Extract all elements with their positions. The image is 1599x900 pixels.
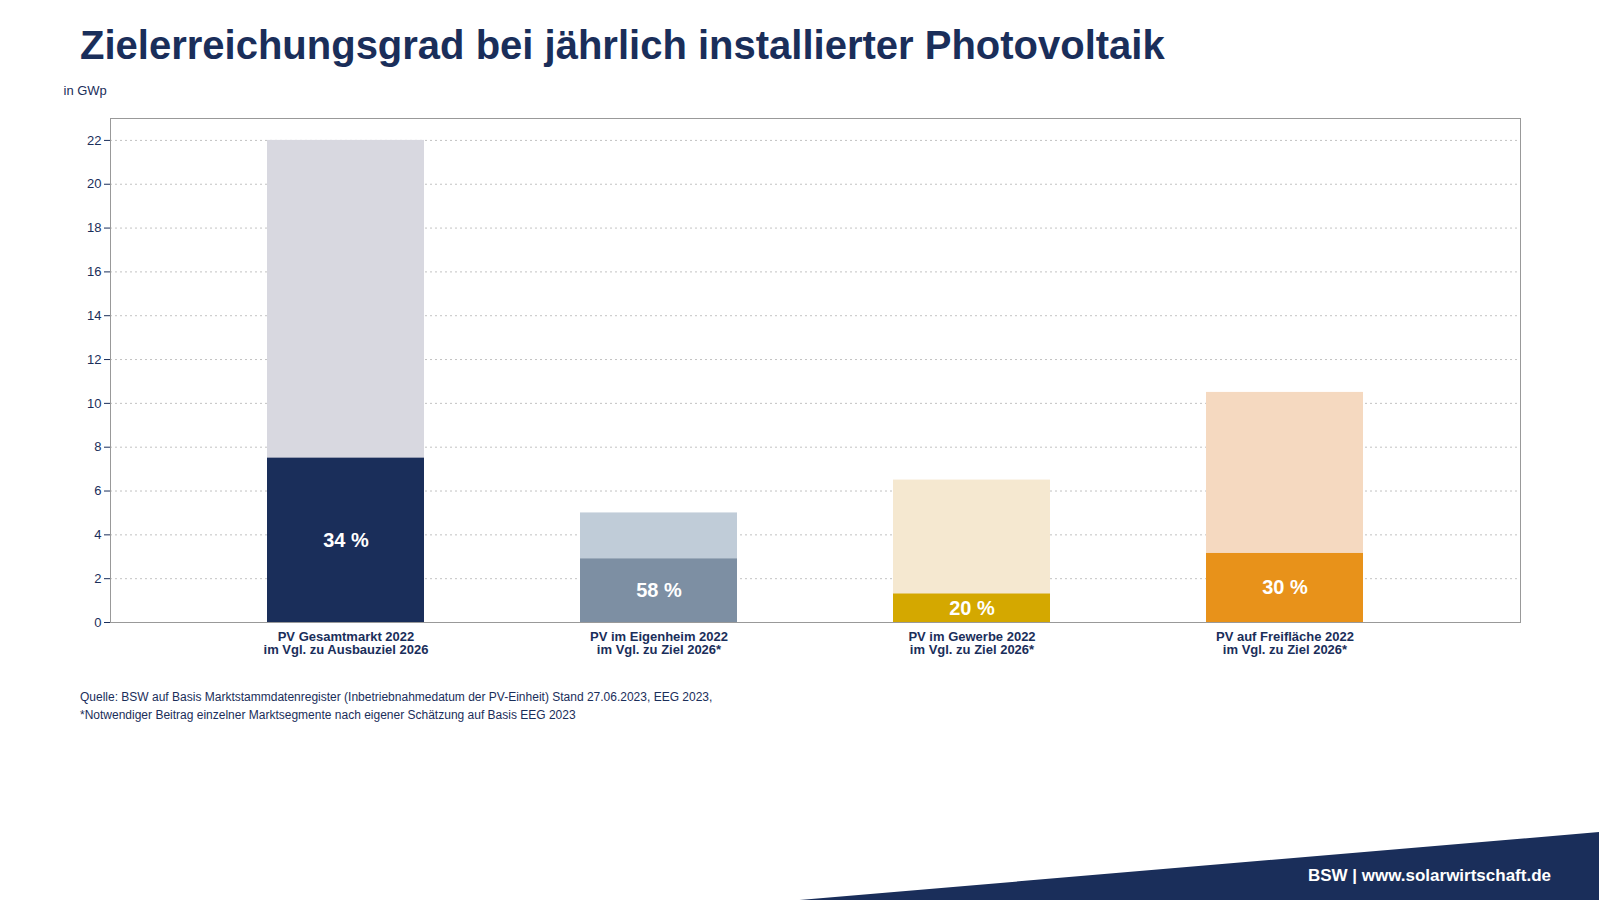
html-text:Quelle: BSW auf Basis Marktsta: Quelle: BSW auf Basis Marktstammdatenreg… — [80, 690, 713, 704]
html-text:Zielerreichungsgrad bei jährli: Zielerreichungsgrad bei jährlich install… — [80, 23, 1165, 67]
svg-text:in GWp: in GWp — [64, 83, 107, 98]
svg-text:16: 16 — [87, 264, 101, 279]
svg-text:20 %: 20 % — [949, 597, 995, 619]
svg-text:58 %: 58 % — [636, 579, 682, 601]
svg-text:6: 6 — [94, 483, 101, 498]
svg-text:20: 20 — [87, 176, 101, 191]
svg-text:8: 8 — [94, 439, 101, 454]
svg-text:PV im Gewerbe 2022im Vgl. zu Z: PV im Gewerbe 2022im Vgl. zu Ziel 2026* — [908, 629, 1035, 657]
svg-text:2: 2 — [94, 571, 101, 586]
svg-text:PV auf Freifläche 2022im Vgl.: PV auf Freifläche 2022im Vgl. zu Ziel 20… — [1216, 629, 1354, 657]
svg-text:0: 0 — [94, 615, 101, 630]
svg-text:34 %: 34 % — [323, 529, 369, 551]
svg-text:10: 10 — [87, 396, 101, 411]
svg-text:4: 4 — [94, 527, 101, 542]
svg-text:PV Gesamtmarkt 2022im Vgl. zu: PV Gesamtmarkt 2022im Vgl. zu Ausbauziel… — [264, 629, 429, 657]
html-text:BSW | www.solarwirtschaft.de: BSW | www.solarwirtschaft.de — [1307, 866, 1551, 885]
svg-text:PV im Eigenheim 2022im Vgl. zu: PV im Eigenheim 2022im Vgl. zu Ziel 2026… — [590, 629, 728, 657]
svg-text:22: 22 — [87, 133, 101, 148]
svg-text:12: 12 — [87, 352, 101, 367]
html-text:*Notwendiger Beitrag einzelner: *Notwendiger Beitrag einzelner Marktsegm… — [80, 708, 576, 722]
svg-text:18: 18 — [87, 220, 101, 235]
svg-text:30 %: 30 % — [1262, 576, 1308, 598]
svg-text:14: 14 — [87, 308, 101, 323]
